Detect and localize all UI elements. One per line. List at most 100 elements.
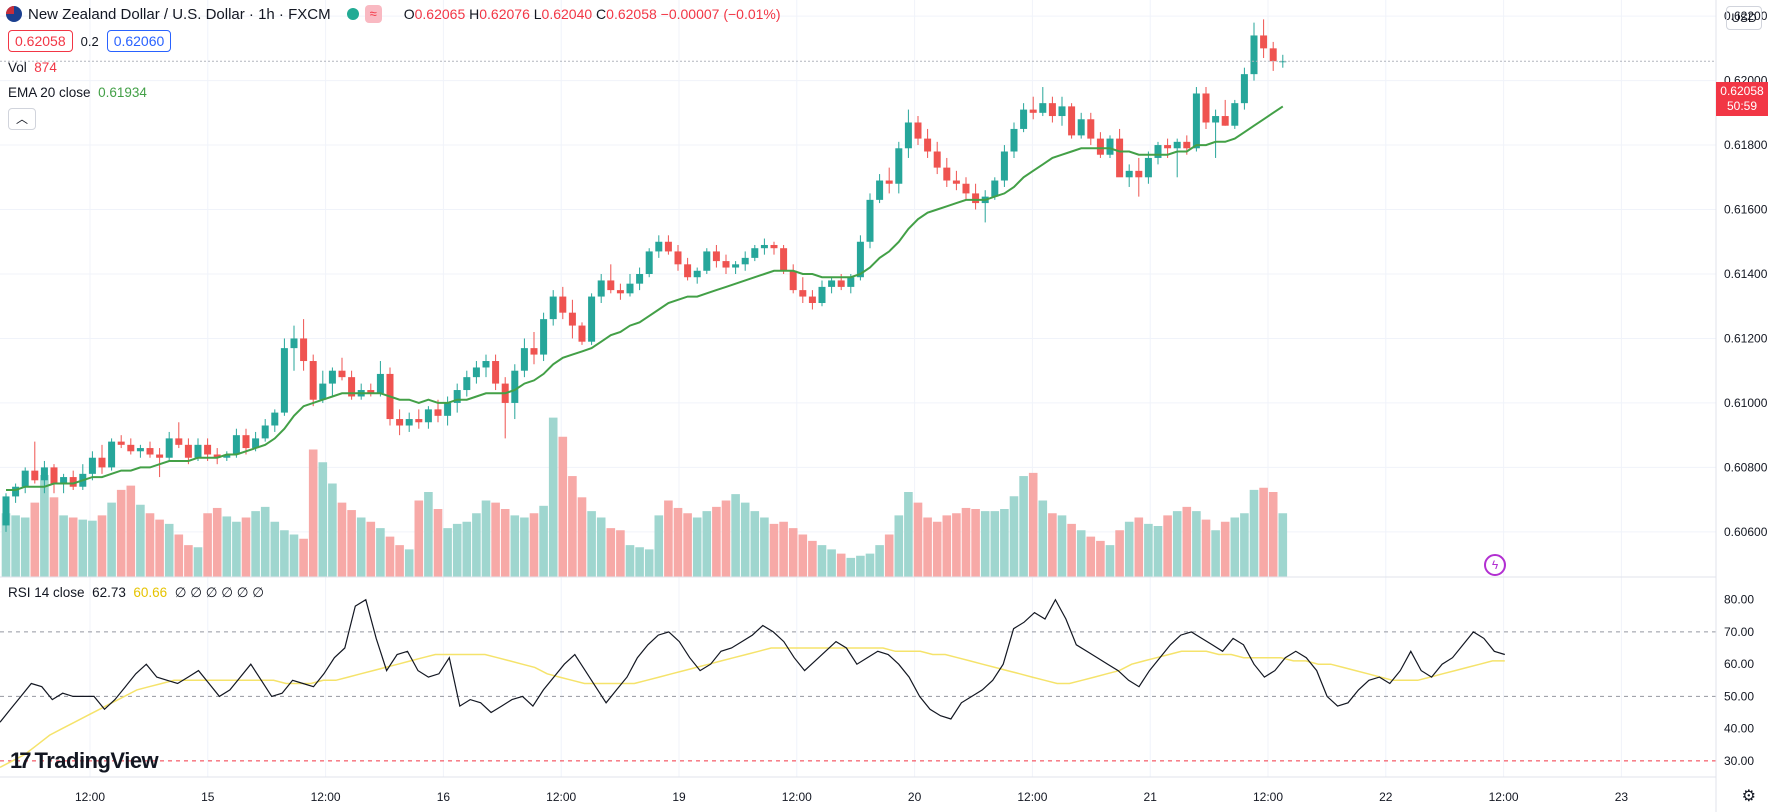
candle-body <box>1183 141 1191 149</box>
candle-body <box>472 367 480 378</box>
volume-bar <box>251 511 260 577</box>
volume-bar <box>635 547 644 577</box>
volume-bar <box>1096 540 1105 577</box>
symbol-header: New Zealand Dollar / U.S. Dollar · 1h · … <box>0 0 781 28</box>
candle-body <box>453 390 461 403</box>
candle-body <box>146 448 154 455</box>
candle-body <box>232 435 240 455</box>
grid <box>0 0 1716 777</box>
sell-button[interactable]: 0.62058 <box>8 30 73 52</box>
volume-legend[interactable]: Vol 874 <box>8 60 57 75</box>
price-tick-label: 0.62200 <box>1724 9 1768 23</box>
volume-bar <box>942 515 952 577</box>
candle-body <box>1250 35 1258 75</box>
volume-bar <box>692 517 702 577</box>
volume-bar <box>577 497 587 577</box>
time-tick-label: 12:00 <box>546 790 576 804</box>
candle-body <box>1000 151 1008 181</box>
volume-bar <box>366 521 376 577</box>
volume-bar <box>1048 513 1057 577</box>
volume-bar <box>827 549 836 577</box>
volume-bar <box>769 523 779 577</box>
volume-bar <box>740 502 750 577</box>
ema-legend[interactable]: EMA 20 close 0.61934 <box>8 85 147 100</box>
time-tick-label: 12:00 <box>75 790 105 804</box>
volume-bar <box>1019 476 1028 577</box>
volume-bar <box>212 507 222 577</box>
volume-bar <box>318 462 328 577</box>
volume-bar <box>932 521 942 577</box>
nzd-flag-icon <box>6 6 22 22</box>
market-open-icon <box>346 8 359 20</box>
volume-bar <box>452 523 462 577</box>
candle-body <box>21 470 29 487</box>
candle-body <box>1135 170 1143 178</box>
candle-body <box>693 270 701 278</box>
volume-bar <box>721 500 731 577</box>
symbol-title[interactable]: New Zealand Dollar / U.S. Dollar · 1h · … <box>28 5 331 23</box>
candle-body <box>482 361 490 368</box>
volume-bar <box>731 494 740 577</box>
candle-body <box>837 280 845 287</box>
delayed-badge[interactable]: ≈ <box>364 5 382 23</box>
volume-bar <box>433 509 443 577</box>
time-tick-label: 16 <box>437 790 451 804</box>
volume-bar <box>222 516 232 577</box>
tv-mark-icon: 17 <box>10 748 32 773</box>
volume-bar <box>808 540 817 577</box>
candle-body <box>300 338 308 362</box>
candle-body <box>741 257 749 265</box>
volume-bar <box>414 500 424 577</box>
candle-body <box>1020 109 1028 129</box>
last-price-tag: 0.62058 50:59 <box>1716 82 1768 116</box>
volume-bar <box>548 417 558 577</box>
candle-body <box>636 273 644 284</box>
volume-bar <box>299 538 308 577</box>
candle-body <box>1260 35 1268 49</box>
candle-body <box>328 370 336 384</box>
time-axis: 12:00 15 12:00 16 12:00 19 12:00 20 12:00 21 12:00… <box>75 790 1628 804</box>
volume-bar <box>616 530 625 577</box>
lightning-icon[interactable]: ϟ <box>1484 554 1506 576</box>
volume-bar <box>1211 530 1220 577</box>
candle-body <box>607 280 615 291</box>
volume-bar <box>1249 489 1259 577</box>
candle-body <box>1202 93 1210 123</box>
volume-bar <box>424 492 433 577</box>
volume-bar <box>174 534 184 577</box>
price-axis: 0.622000.620000.618000.616000.614000.612… <box>1724 9 1768 539</box>
volume-bar <box>328 483 337 577</box>
volume-bar <box>1038 500 1048 577</box>
settings-gear-icon[interactable]: ⚙ <box>1741 788 1756 805</box>
volume-bar <box>779 521 788 577</box>
volume-bar <box>30 502 40 577</box>
volume-bar <box>1000 509 1009 577</box>
candle-body <box>2 496 10 526</box>
volume-bar <box>817 545 827 577</box>
candle-body <box>1116 138 1124 178</box>
volume-bar <box>347 510 356 577</box>
volume-bar <box>923 517 932 577</box>
candle-body <box>1221 116 1229 126</box>
candle-body <box>175 438 183 445</box>
chevron-up-icon[interactable]: ︿ <box>8 108 36 130</box>
price-tick-label: 0.61800 <box>1724 138 1768 152</box>
time-tick-label: 12:00 <box>1253 790 1283 804</box>
candle-body <box>1068 106 1076 136</box>
rsi-legend[interactable]: RSI 14 close 62.73 60.66 ∅ ∅ ∅ ∅ ∅ ∅ <box>8 585 264 600</box>
candle-body <box>290 338 298 349</box>
volume-bar <box>961 507 971 577</box>
candle-body <box>655 241 663 252</box>
buy-button[interactable]: 0.62060 <box>106 30 172 52</box>
candle-body <box>424 409 432 423</box>
candle-body <box>1164 145 1172 149</box>
volume-bar <box>270 521 280 577</box>
candle-body <box>12 486 20 497</box>
candle-body <box>31 470 39 481</box>
currency-button[interactable]: USD <box>1726 6 1762 30</box>
volume-bar <box>625 545 635 577</box>
volume-bar <box>203 513 212 577</box>
volume-bar <box>145 513 155 577</box>
candle-body <box>924 138 932 152</box>
